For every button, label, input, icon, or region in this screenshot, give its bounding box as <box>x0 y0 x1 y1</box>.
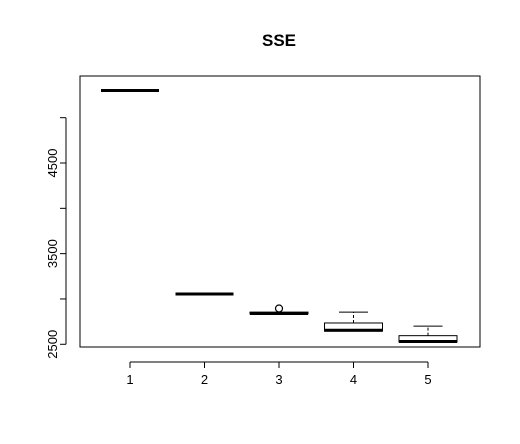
y-tick-label: 2500 <box>45 330 60 359</box>
x-axis: 1 2 3 4 5 <box>126 361 432 387</box>
outlier-point <box>274 304 284 313</box>
x-tick-label: 5 <box>424 372 431 387</box>
y-tick-label: 4500 <box>45 149 60 178</box>
x-tick-label: 2 <box>201 372 208 387</box>
y-tick-label: 3500 <box>45 239 60 268</box>
chart-title: SSE <box>262 31 296 50</box>
boxes-group <box>101 89 458 344</box>
box-4 <box>324 311 383 332</box>
x-tick-label: 4 <box>350 372 357 387</box>
y-axis: 2500 3500 4500 <box>45 117 67 359</box>
box-3 <box>249 304 309 315</box>
x-tick-label: 3 <box>275 372 282 387</box>
box-5 <box>398 325 458 344</box>
plot-frame <box>79 75 481 348</box>
x-tick-label: 1 <box>126 372 133 387</box>
